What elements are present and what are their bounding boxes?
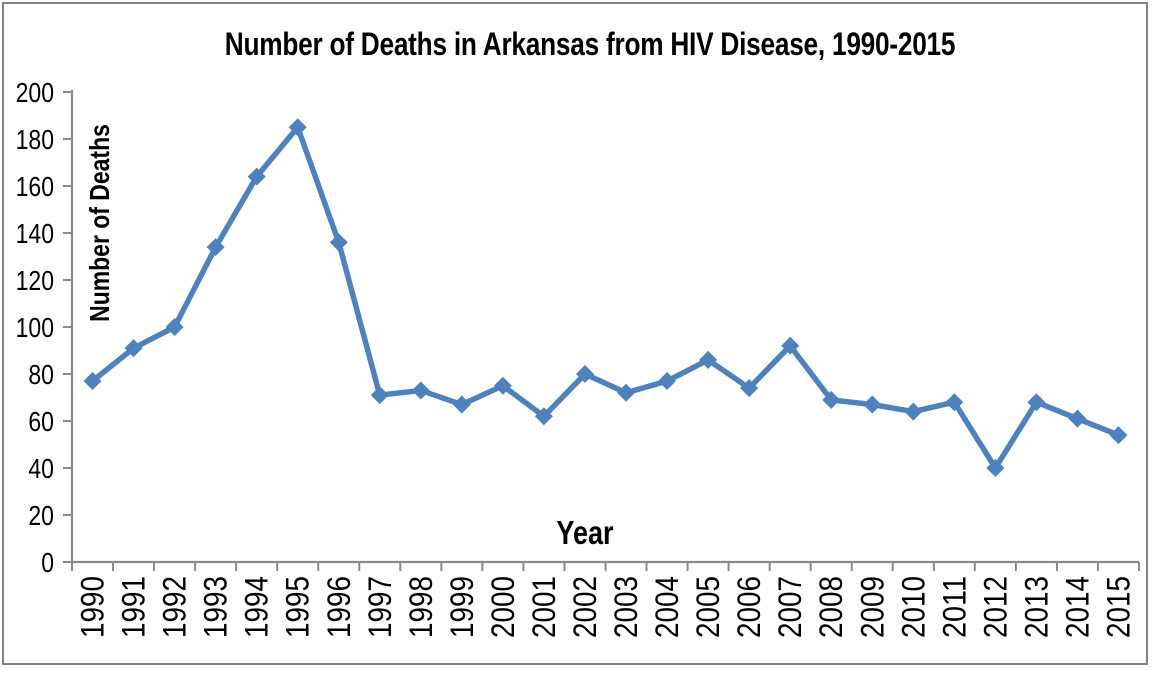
x-tick-label: 1990 (75, 576, 111, 638)
data-point-marker (1109, 426, 1128, 445)
x-tick-label: 2001 (526, 576, 562, 638)
x-axis: 1990 1991 1992 1993 1994 1995 1996 1997 1998 1999… (71, 562, 1140, 638)
data-point-marker (1068, 409, 1087, 428)
x-tick-label: 2007 (772, 576, 808, 638)
data-point-marker (206, 238, 225, 257)
x-tick-label: 2005 (690, 576, 726, 638)
data-point-marker (452, 395, 471, 414)
data-point-marker (781, 336, 800, 355)
x-tick-label: 2008 (813, 576, 849, 638)
x-tick-label: 1999 (444, 576, 480, 638)
x-tick-label: 1992 (157, 576, 193, 638)
data-point-marker (575, 365, 594, 383)
x-tick-label: 2009 (854, 576, 890, 638)
data-point-marker (863, 395, 882, 414)
data-point-marker (247, 167, 266, 186)
data-point-marker (534, 407, 553, 426)
x-tick-label: 2013 (1018, 576, 1054, 638)
series-deaths (83, 118, 1128, 477)
y-tick-label: 160 (16, 171, 54, 202)
y-tick-label: 100 (16, 312, 54, 343)
data-point-marker (411, 381, 430, 400)
x-tick-label: 1997 (362, 576, 398, 638)
y-axis: 0 20 40 60 80 100 120 140 160 180 200 (16, 77, 72, 578)
y-tick-label: 80 (28, 359, 54, 390)
x-tick-label: 2010 (895, 576, 931, 638)
data-point-marker (329, 233, 348, 252)
y-tick-label: 120 (16, 265, 54, 296)
x-tick-label: 2012 (977, 576, 1013, 638)
data-point-marker (370, 386, 389, 405)
y-tick-label: 0 (41, 547, 54, 578)
x-tick-label: 1998 (403, 576, 439, 638)
y-tick-label: 60 (28, 406, 54, 437)
data-point-marker (83, 372, 102, 391)
data-point-marker (288, 118, 307, 137)
x-tick-label: 2011 (936, 576, 972, 638)
x-tick-label: 2014 (1059, 576, 1095, 638)
data-point-marker (124, 339, 143, 358)
x-tick-label: 2006 (731, 576, 767, 638)
y-tick-label: 180 (16, 124, 54, 155)
x-tick-label: 2002 (567, 576, 603, 638)
data-point-marker (617, 383, 636, 402)
x-tick-label: 2015 (1100, 576, 1136, 638)
chart-title: Number of Deaths in Arkansas from HIV Di… (224, 26, 956, 62)
data-point-marker (658, 372, 677, 391)
data-point-marker (822, 390, 841, 409)
x-tick-label: 1995 (280, 576, 316, 638)
y-tick-label: 200 (16, 77, 54, 108)
x-tick-label: 1993 (198, 576, 234, 638)
x-tick-label: 1996 (321, 576, 357, 638)
x-tick-label: 1991 (116, 576, 152, 638)
y-tick-label: 40 (28, 453, 54, 484)
data-point-marker (740, 379, 759, 398)
data-point-marker (165, 318, 184, 336)
x-axis-title: Year (556, 514, 614, 551)
data-point-marker (904, 402, 923, 421)
x-tick-label: 2004 (649, 576, 685, 638)
data-point-marker (986, 459, 1005, 477)
data-point-marker (699, 350, 718, 369)
series-line (89, 124, 1122, 471)
data-point-marker (493, 376, 512, 395)
x-tick-label: 2000 (485, 576, 521, 638)
data-point-marker (945, 393, 964, 412)
data-point-marker (1027, 393, 1046, 412)
x-tick-label: 1994 (239, 576, 275, 638)
y-tick-label: 140 (16, 218, 54, 249)
x-tick-label: 2003 (608, 576, 644, 638)
y-tick-label: 20 (28, 500, 54, 531)
